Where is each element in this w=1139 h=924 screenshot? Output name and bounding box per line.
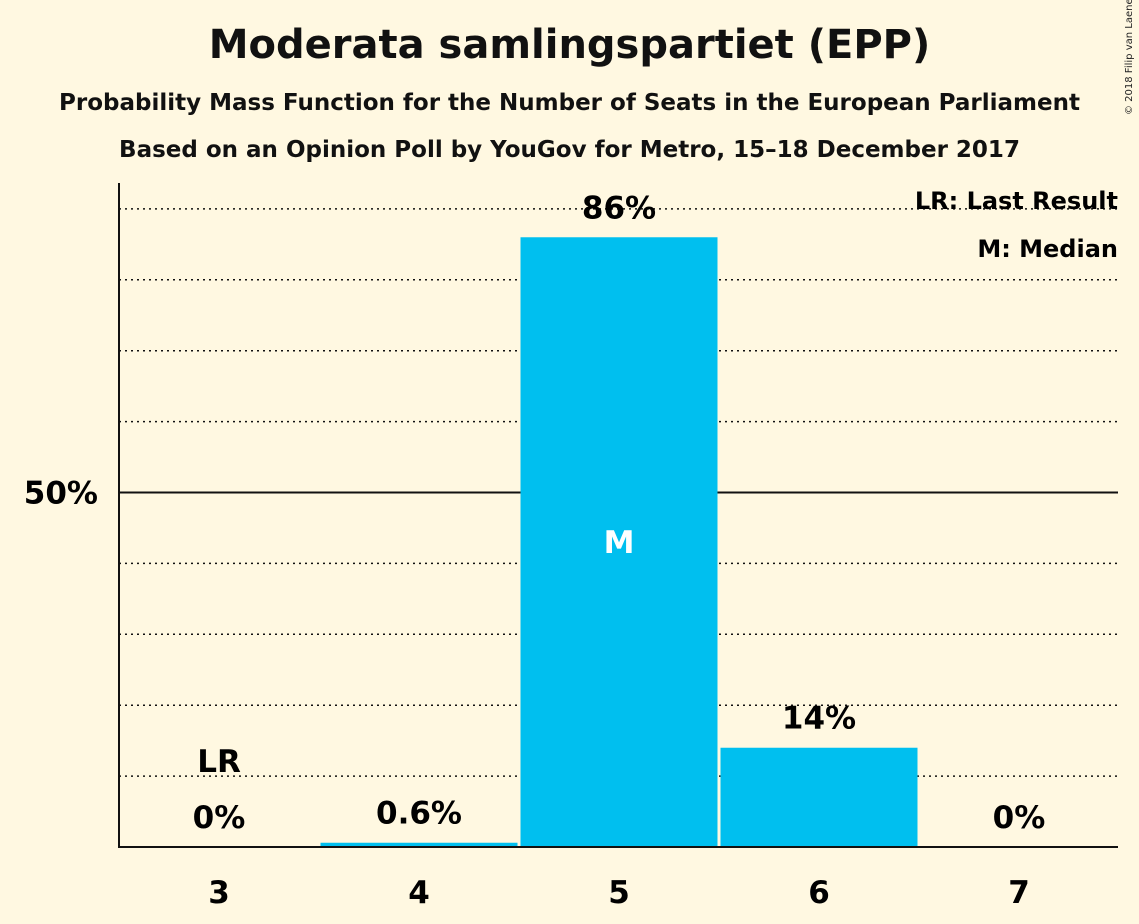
x-tick-label: 7 (1008, 875, 1030, 911)
labels: 50% 0% 3 0.6% 4 86% 5 14% 6 0% 7 LR M (24, 190, 1046, 911)
bar-value-label: 0.6% (376, 796, 462, 832)
axes (118, 183, 1118, 848)
bar-value-label: 0% (193, 800, 246, 836)
bar-value-label: 0% (993, 800, 1046, 836)
x-tick-label: 4 (408, 875, 430, 911)
chart-title: Moderata samlingspartiet (EPP) (208, 22, 931, 68)
x-tick-label: 6 (808, 875, 830, 911)
bars (320, 237, 918, 847)
last-result-marker: LR (197, 744, 241, 780)
legend-median: M: Median (977, 235, 1118, 263)
chart-subtitle: Probability Mass Function for the Number… (59, 90, 1080, 116)
bar (320, 842, 518, 847)
chart-subtitle-poll: Based on an Opinion Poll by YouGov for M… (119, 137, 1020, 163)
bar (520, 237, 718, 847)
median-marker: M (604, 525, 635, 561)
legend-last-result: LR: Last Result (915, 187, 1118, 215)
x-tick-label: 3 (208, 875, 230, 911)
bar-value-label: 86% (582, 190, 656, 226)
bar (720, 747, 918, 847)
bar-value-label: 14% (782, 701, 856, 737)
y-tick-label: 50% (24, 476, 98, 512)
x-tick-label: 5 (608, 875, 630, 911)
